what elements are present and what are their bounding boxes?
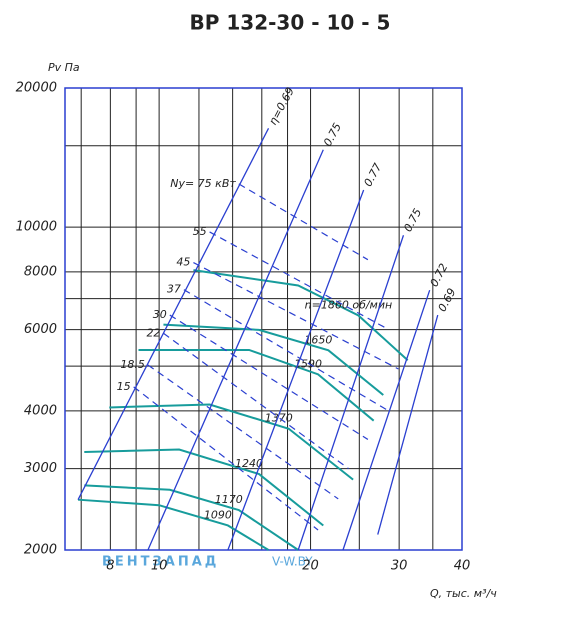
efficiency-line <box>227 189 365 551</box>
curve-label: 1650 <box>304 333 332 346</box>
x-tick-label: 8 <box>106 559 114 574</box>
watermark: V-W.BY <box>272 555 313 569</box>
y-tick-label: 8000 <box>24 264 57 279</box>
efficiency-label: η=0.69 <box>266 85 297 127</box>
fan-curve <box>109 403 354 481</box>
x-tick-label: 30 <box>391 559 408 574</box>
y-tick-label: 10000 <box>16 220 57 235</box>
chart-title: ВР 132-30 - 10 - 5 <box>190 11 391 35</box>
y-tick-label: 3000 <box>24 461 57 476</box>
x-axis-label: Q, тыс. м³/ч <box>430 587 497 600</box>
fan-curve <box>163 323 384 396</box>
efficiency-line <box>77 128 270 500</box>
power-label: 55 <box>193 225 207 238</box>
fan-curve <box>77 498 270 551</box>
fan-curve <box>193 269 409 361</box>
efficiency-label: 0.77 <box>361 161 384 189</box>
y-tick-label: 6000 <box>24 322 57 337</box>
fan-curve <box>84 484 299 551</box>
efficiency-line <box>297 235 405 551</box>
power-label: 30 <box>153 308 167 321</box>
efficiency-line <box>377 314 439 535</box>
y-tick-label: 4000 <box>24 403 57 418</box>
curve-label: n=1860 об/мин <box>305 298 393 311</box>
power-label: 45 <box>176 256 190 269</box>
power-line <box>193 262 399 370</box>
efficiency-label: 0.75 <box>321 121 344 149</box>
power-line <box>133 386 319 531</box>
curve-label: 1170 <box>215 493 243 506</box>
efficiency-label: 0.72 <box>428 261 451 289</box>
plot-frame <box>64 87 463 551</box>
power-label: Ny= 75 кВт <box>170 177 236 190</box>
efficiency-label: 0.69 <box>436 286 459 314</box>
x-tick-label: 40 <box>454 559 471 574</box>
watermark: ВЕНТЗАПАД <box>102 555 219 570</box>
power-line <box>183 289 390 412</box>
efficiency-label: 0.75 <box>401 206 424 234</box>
x-tick-label: 10 <box>151 559 168 574</box>
curve-label: 1370 <box>265 412 293 425</box>
x-tick-label: 20 <box>302 559 319 574</box>
power-label: 18.5 <box>120 358 145 371</box>
power-label: 37 <box>167 283 181 296</box>
power-line <box>238 183 369 261</box>
fan-curve <box>84 448 324 527</box>
y-tick-label: 20000 <box>16 81 57 96</box>
power-line <box>169 314 369 440</box>
efficiency-line <box>342 290 431 551</box>
curve-label: 1240 <box>235 457 263 470</box>
fan-curve <box>138 348 375 422</box>
power-label: 22 <box>146 326 160 339</box>
power-line <box>147 364 339 500</box>
power-line <box>163 332 349 470</box>
y-tick-label: 2000 <box>24 543 57 558</box>
power-label: 15 <box>117 380 131 393</box>
curve-label: 1090 <box>204 508 232 521</box>
y-axis-label: Pv Па <box>48 61 80 74</box>
power-line <box>209 231 389 331</box>
